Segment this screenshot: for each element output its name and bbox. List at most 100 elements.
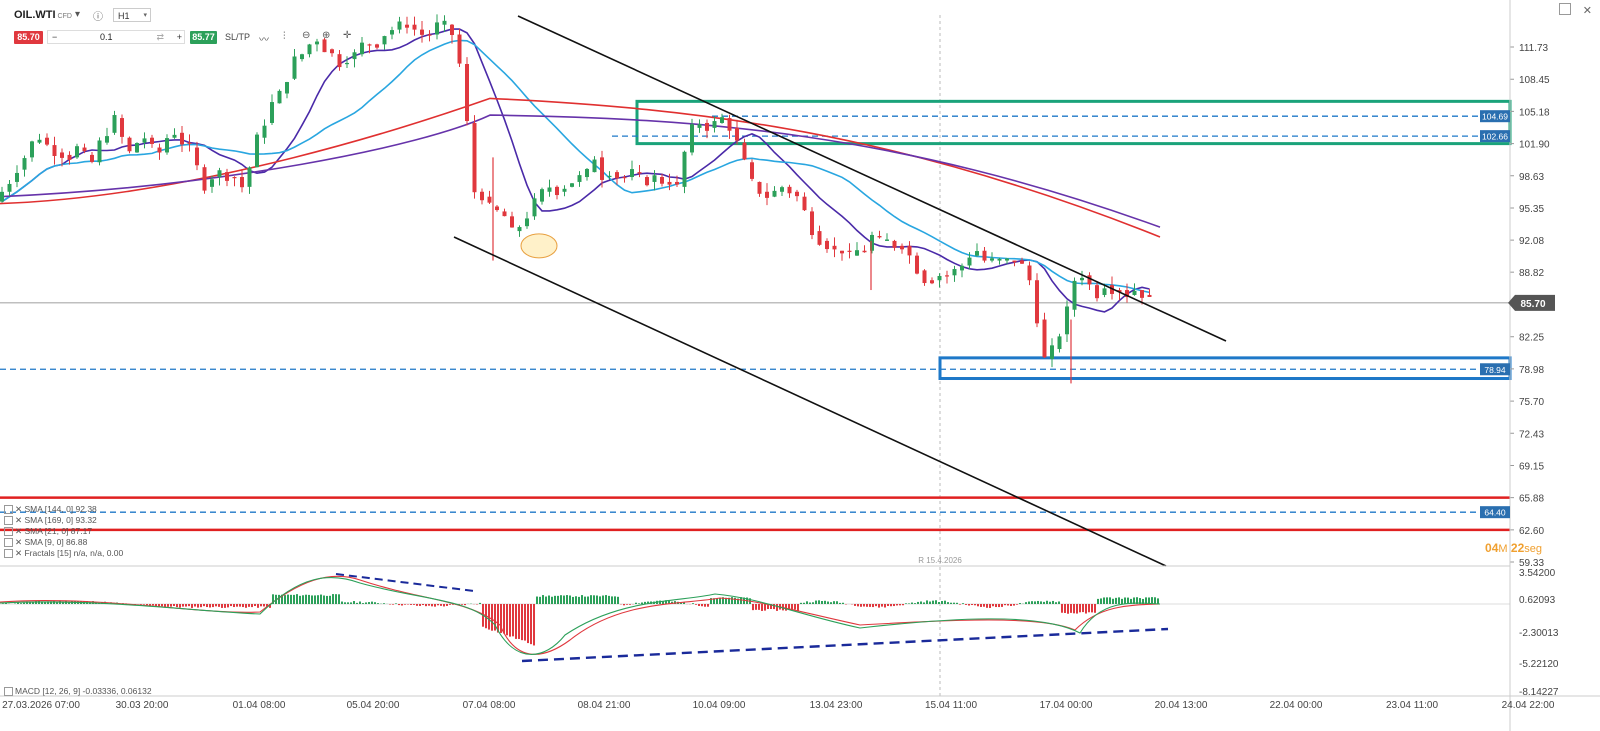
indicator-row[interactable]: ✕ SMA [9, 0] 86.88 <box>4 537 123 548</box>
macd-histogram-bar <box>425 604 427 607</box>
settings-icon[interactable] <box>4 516 13 526</box>
macd-histogram-bar <box>791 604 793 610</box>
candle-body <box>60 152 64 158</box>
quantity-value[interactable]: 0.1 <box>100 32 113 42</box>
price-tag <box>1480 110 1510 123</box>
candle-body <box>922 270 927 284</box>
candle-body <box>232 177 237 179</box>
close-icon[interactable]: ✕ <box>1582 5 1592 17</box>
candle-body <box>270 102 274 123</box>
macd-histogram-bar <box>245 604 247 608</box>
y-tick-label: 82.25 <box>1519 333 1544 344</box>
timer-seconds: 22 <box>1510 541 1525 555</box>
x-tick-label: 10.04 09:00 <box>693 700 746 711</box>
support-zone <box>938 356 1512 381</box>
sell-button[interactable]: 85.70 <box>14 31 43 44</box>
macd-histogram-bar <box>1109 597 1111 604</box>
candle-body <box>480 191 484 201</box>
macd-histogram-bar <box>1118 597 1120 604</box>
indicator-label: SMA [21, 0] 87.17 <box>24 526 93 536</box>
crosshair-icon[interactable]: ✛ <box>343 30 352 41</box>
settings-icon[interactable] <box>4 687 13 697</box>
macd-histogram-bar <box>212 604 214 608</box>
trendlines-layer <box>453 15 1227 567</box>
candle-body <box>457 34 462 64</box>
candle-body <box>667 181 672 185</box>
macd-histogram-bar <box>263 604 265 607</box>
macd-histogram-bar <box>200 604 202 608</box>
price-tag-label: 64.40 <box>1484 508 1506 518</box>
indicators-icon[interactable]: ⫶ <box>283 31 286 42</box>
macd-histogram-bar <box>320 594 322 604</box>
indicator-row[interactable]: ✕ SMA [144, 0] 92.38 <box>4 504 123 515</box>
candle-body <box>1020 260 1024 264</box>
candle-body <box>1012 260 1017 263</box>
indicator-row[interactable]: ✕ SMA [21, 0] 87.17 <box>4 526 123 537</box>
macd-histogram-bar <box>1106 597 1108 604</box>
settings-icon[interactable] <box>4 505 13 515</box>
candle-body <box>7 183 12 192</box>
macd-histogram-bar <box>146 604 148 606</box>
candle-body <box>487 196 492 203</box>
minimize-icon[interactable] <box>1559 3 1571 15</box>
macd-histogram-bar <box>893 604 895 607</box>
macd-histogram-bar <box>953 602 955 604</box>
macd-histogram-bar <box>284 595 286 604</box>
macd-histogram-bar <box>422 604 424 606</box>
macd-histogram-bar <box>587 596 589 604</box>
macd-histogram-bar <box>638 603 640 604</box>
zoom-in-icon[interactable]: ⊕ <box>322 30 331 41</box>
quantity-stepper[interactable]: − 0.1 ⇄ + <box>47 30 185 44</box>
info-icon[interactable]: ⓘ <box>93 12 103 23</box>
macd-histogram-bar <box>1028 601 1030 604</box>
buy-button[interactable]: 85.77 <box>190 31 217 44</box>
x-tick-label: 22.04 00:00 <box>1270 700 1323 711</box>
settings-icon[interactable] <box>4 549 13 559</box>
cycle-icon[interactable]: ⇄ <box>156 32 164 42</box>
macd-histogram-bar <box>785 604 787 611</box>
macd-histogram-bar <box>914 603 916 604</box>
candle-body <box>1140 290 1144 298</box>
macd-histogram-bar <box>563 595 565 604</box>
macd-histogram-bar <box>578 596 580 604</box>
macd-histogram-bar <box>5 602 7 604</box>
settings-icon[interactable] <box>4 538 13 548</box>
minus-icon[interactable]: − <box>52 32 58 42</box>
macd-histogram-bar <box>56 601 58 604</box>
macd-bullish-divergence <box>521 627 1169 663</box>
candle-body <box>1117 290 1122 293</box>
candle-body <box>382 36 387 45</box>
macd-histogram-bar <box>254 604 256 607</box>
indicator-row[interactable]: ✕ Fractals [15] n/a, n/a, 0.00 <box>4 548 123 559</box>
macd-histogram-bar <box>185 604 187 607</box>
macd-histogram-bar <box>1052 600 1054 604</box>
price-tag-label: 78.94 <box>1484 365 1506 375</box>
indicator-row[interactable]: ✕ SMA [169, 0] 93.32 <box>4 515 123 526</box>
macd-histogram-bar <box>1007 604 1009 606</box>
macd-histogram-bar <box>401 604 403 606</box>
macd-histogram-bar <box>317 595 319 604</box>
macd-histogram-bar <box>443 604 445 607</box>
vertical-marker-label: R 15.4.2026 <box>918 556 962 565</box>
x-tick-label: 20.04 13:00 <box>1155 700 1208 711</box>
macd-histogram-bar <box>884 604 886 608</box>
macd-legend[interactable]: MACD [12, 26, 9] -0.03336, 0.06132 <box>4 686 152 697</box>
zoom-out-icon[interactable]: ⊖ <box>302 30 311 41</box>
candle-body <box>990 258 994 261</box>
macd-histogram-bar <box>839 602 841 604</box>
candle-body <box>742 142 747 160</box>
symbol-label[interactable]: OIL.WTI CFD <box>14 9 72 21</box>
line-chart-icon[interactable]: 〰 <box>259 35 269 46</box>
macd-histogram-bar <box>569 595 571 604</box>
macd-histogram-bar <box>572 596 574 604</box>
settings-icon[interactable] <box>4 527 13 537</box>
candle-body <box>787 186 792 194</box>
candle-body <box>832 245 837 250</box>
macd-histogram-bar <box>734 597 736 604</box>
plus-icon[interactable]: + <box>176 32 182 42</box>
sltp-button[interactable]: SL/TP <box>225 32 251 42</box>
lower-trendline <box>453 236 1167 567</box>
timeframe-select[interactable]: H1 ▾ <box>113 8 151 22</box>
symbol-dropdown-icon[interactable]: ▾ <box>75 9 81 20</box>
